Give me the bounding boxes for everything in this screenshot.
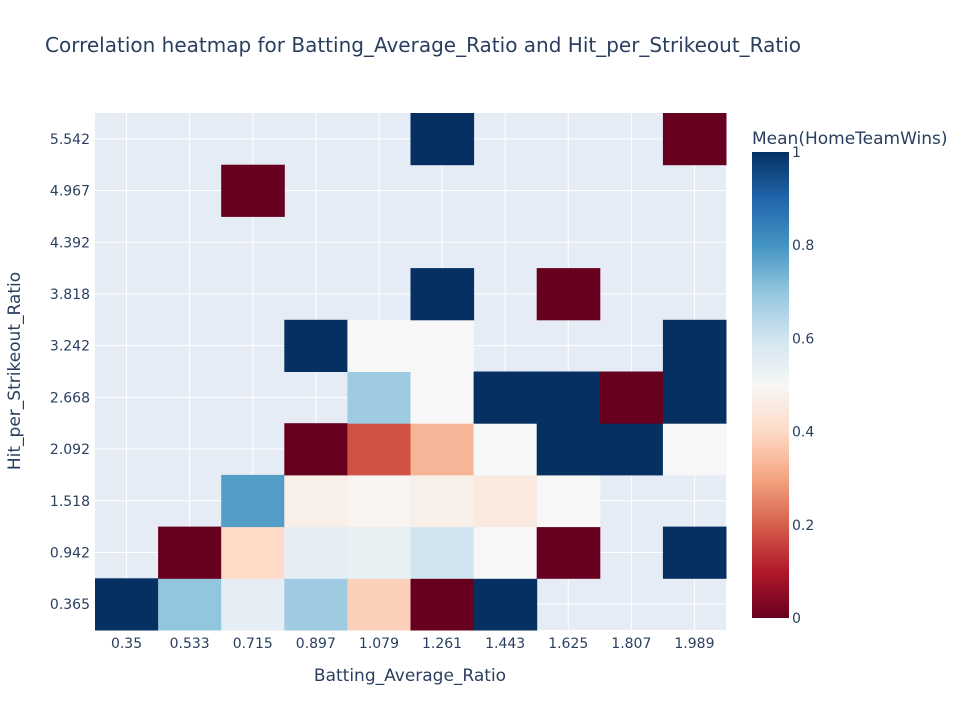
heatmap-cell	[473, 371, 538, 424]
x-tick-label: 1.261	[422, 636, 462, 652]
y-tick-label: 2.092	[50, 442, 90, 458]
heatmap-cell	[410, 578, 475, 631]
heatmap-cells	[95, 113, 727, 631]
heatmap-cell	[536, 526, 601, 579]
x-tick-label: 0.715	[233, 636, 273, 652]
heatmap-cell	[347, 474, 411, 528]
heatmap-cell	[284, 423, 348, 476]
heatmap-cell	[95, 578, 159, 631]
y-tick-label: 0.942	[50, 545, 90, 561]
heatmap-cell	[473, 423, 538, 476]
y-tick-label: 3.242	[50, 339, 90, 355]
heatmap-cell	[662, 423, 727, 476]
heatmap-cell	[662, 113, 727, 166]
heatmap-cell	[410, 268, 475, 321]
heatmap-cell	[662, 371, 727, 424]
heatmap-cell	[347, 526, 411, 579]
heatmap-cell	[536, 474, 601, 528]
heatmap-cell	[284, 578, 348, 631]
colorbar-tick-label: 0.8	[792, 238, 814, 254]
x-tick-label: 1.989	[674, 636, 714, 652]
heatmap-cell	[284, 474, 348, 528]
heatmap-cell	[410, 526, 475, 579]
x-tick-label: 1.807	[611, 636, 651, 652]
heatmap-cell	[410, 474, 475, 528]
heatmap-cell	[410, 371, 475, 424]
heatmap-cell	[158, 578, 222, 631]
heatmap-cell	[536, 268, 601, 321]
heatmap-cell	[221, 578, 285, 631]
heatmap-cell	[221, 474, 285, 528]
y-tick-label: 1.518	[50, 494, 90, 510]
y-tick-label: 4.392	[50, 235, 90, 251]
heatmap-cell	[284, 319, 348, 372]
heatmap-cell	[662, 319, 727, 372]
y-tick-label: 0.365	[50, 597, 90, 613]
heatmap-cell	[536, 371, 601, 424]
heatmap-cell	[599, 371, 664, 424]
heatmap-cell	[347, 578, 411, 631]
colorbar-tick-label: 0	[792, 611, 801, 627]
heatmap-cell	[473, 526, 538, 579]
y-axis-title: Hit_per_Strikeout_Ratio	[5, 272, 25, 470]
heatmap-cell	[410, 319, 475, 372]
heatmap-cell	[536, 423, 601, 476]
x-tick-label: 0.897	[296, 636, 336, 652]
heatmap-cell	[410, 423, 475, 476]
heatmap-cell	[221, 164, 285, 217]
heatmap-cell	[599, 423, 664, 476]
heatmap-cell	[221, 526, 285, 579]
y-tick-label: 5.542	[50, 132, 90, 148]
x-axis-title: Batting_Average_Ratio	[314, 666, 506, 686]
x-tick-label: 0.35	[111, 636, 142, 652]
colorbar-ticks: 0 0.2 0.4 0.6 0.8 1	[792, 145, 814, 627]
colorbar-title: Mean(HomeTeamWins)	[752, 129, 948, 149]
heatmap-cell	[347, 371, 411, 424]
heatmap-cell	[347, 319, 411, 372]
x-axis-ticks: 0.35 0.533 0.715 0.897 1.079 1.261 1.443 1.625 1…	[111, 636, 715, 652]
y-tick-label: 2.668	[50, 390, 90, 406]
colorbar-tick-label: 1	[792, 145, 801, 161]
chart-title: Correlation heatmap for Batting_Average_…	[45, 33, 801, 57]
heatmap-cell	[662, 526, 727, 579]
y-axis-ticks: 0.365 0.942 1.518 2.092 2.668 3.242 3.818 4.392…	[50, 132, 90, 613]
y-tick-label: 3.818	[50, 287, 90, 303]
colorbar	[752, 152, 789, 618]
heatmap-cell	[284, 526, 348, 579]
x-tick-label: 1.443	[485, 636, 525, 652]
colorbar-tick-label: 0.6	[792, 331, 814, 347]
heatmap-cell	[410, 113, 475, 166]
y-tick-label: 4.967	[50, 184, 90, 200]
x-tick-label: 1.625	[548, 636, 588, 652]
x-tick-label: 0.533	[170, 636, 210, 652]
heatmap-cell	[347, 423, 411, 476]
heatmap-cell	[473, 474, 538, 528]
heatmap-cell	[158, 526, 222, 579]
heatmap-cell	[473, 578, 538, 631]
colorbar-tick-label: 0.2	[792, 518, 814, 534]
colorbar-tick-label: 0.4	[792, 425, 814, 441]
x-tick-label: 1.079	[359, 636, 399, 652]
